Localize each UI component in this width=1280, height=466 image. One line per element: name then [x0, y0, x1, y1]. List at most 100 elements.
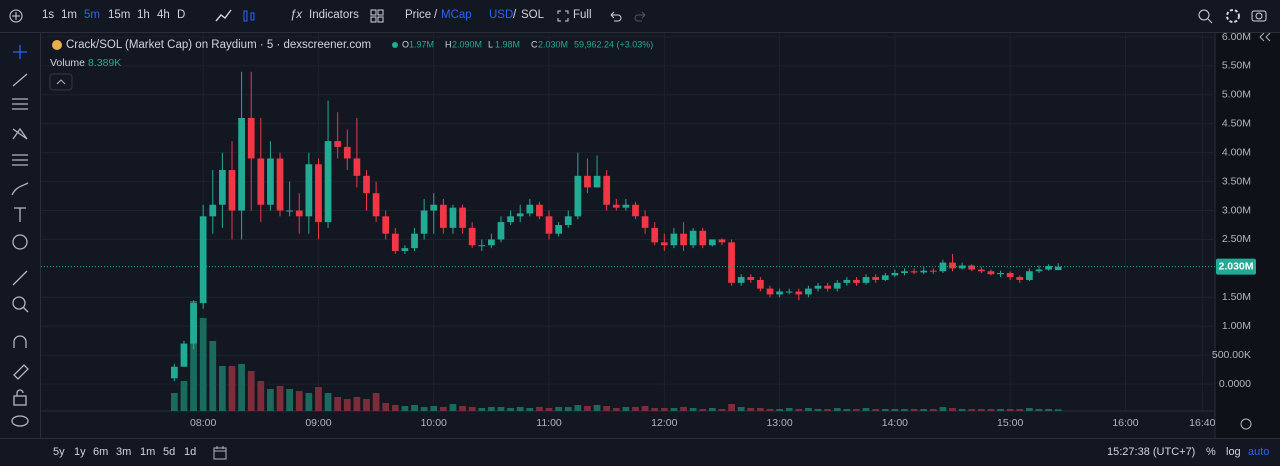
volume-bar [958, 409, 966, 411]
x-tick-label: 09:00 [305, 417, 331, 429]
candle-body [180, 343, 188, 367]
candle-body [929, 270, 937, 272]
volume-bar [584, 406, 591, 411]
settings-icon[interactable] [1240, 418, 1252, 430]
right-tools[interactable] [1196, 7, 1272, 25]
usd-toggle[interactable]: USD [489, 9, 514, 21]
sol-toggle[interactable]: SOL [521, 9, 545, 21]
token-icon [52, 40, 62, 50]
clock: 15:27:38 (UTC+7) [1107, 446, 1196, 458]
candle-body [881, 275, 889, 280]
ohlc-key: L [488, 39, 493, 49]
volume-bar [555, 407, 562, 411]
volume-bar [459, 406, 466, 411]
range-button[interactable]: 1d [184, 446, 197, 458]
interval[interactable]: 1m [61, 9, 77, 21]
ohlc-value: 2.090M [452, 39, 482, 49]
candle-body [497, 222, 505, 240]
candle-body [209, 204, 217, 217]
price-toggle[interactable]: Price [405, 9, 432, 21]
volume-bar [660, 408, 668, 411]
range-button[interactable]: 6m [93, 446, 109, 458]
candle-body [776, 291, 783, 295]
volume-bar [1006, 409, 1014, 411]
volume-bar [891, 409, 899, 411]
x-tick-label: 08:00 [190, 417, 216, 429]
candle-body [516, 213, 524, 217]
percent-toggle[interactable]: % [1206, 446, 1216, 458]
range-button[interactable]: 5y [53, 446, 65, 458]
separator: / [513, 9, 517, 21]
candle-body [603, 175, 611, 205]
log-toggle[interactable]: log [1226, 446, 1241, 458]
volume-bar [401, 406, 409, 411]
interval[interactable]: D [177, 9, 186, 21]
ohlc-change: 59,962.24 (+3.03%) [574, 39, 653, 49]
volume-bar [324, 393, 332, 411]
y-tick-label: 2.50M [1222, 233, 1251, 245]
candle-body [843, 279, 851, 283]
volume-bar [1045, 409, 1052, 411]
candle-body [334, 141, 342, 147]
collapse-right[interactable] [1259, 33, 1271, 42]
templates[interactable] [370, 9, 384, 23]
candle-body [459, 207, 466, 228]
mcap-toggle[interactable]: MCap [441, 9, 472, 21]
range-button[interactable]: 5d [163, 446, 176, 458]
volume-bar [497, 407, 505, 411]
candle-body [564, 216, 572, 225]
y-tick-label: 3.00M [1222, 204, 1251, 216]
x-tick-label: 11:00 [536, 417, 562, 429]
volume-bar [219, 366, 226, 411]
range-button[interactable]: 1y [74, 446, 86, 458]
interval[interactable]: 15m [108, 9, 131, 21]
volume-bar [334, 397, 342, 411]
volume-bar [1016, 409, 1024, 411]
volume-label: Volume [50, 57, 85, 69]
candle-body [795, 291, 803, 295]
auto-toggle[interactable]: auto [1248, 446, 1270, 458]
candle-body [507, 216, 514, 223]
fullscreen[interactable]: Full [573, 9, 592, 21]
interval[interactable]: 5m [84, 9, 100, 21]
interval[interactable]: 1h [137, 9, 150, 21]
range-button[interactable]: 3m [116, 446, 132, 458]
candle-body [401, 248, 409, 252]
candle-body [286, 210, 293, 212]
volume-bar [728, 404, 735, 411]
volume-bar [545, 408, 553, 411]
candle-body [1035, 269, 1043, 272]
volume-bar [795, 409, 803, 411]
candle-body [545, 216, 553, 234]
interval[interactable]: 4h [157, 9, 170, 21]
range-button[interactable]: 1m [140, 446, 156, 458]
interval[interactable]: 1s [42, 9, 55, 21]
add-symbol[interactable] [8, 8, 24, 24]
x-tick-label: 16:40 [1189, 417, 1215, 429]
candle-body [766, 288, 774, 295]
candle-body [420, 210, 428, 234]
chart-type[interactable] [214, 8, 274, 24]
candle-body [814, 285, 822, 289]
undo-redo[interactable] [608, 9, 648, 23]
volume-bar [228, 366, 236, 411]
candle-body [1026, 271, 1033, 280]
candle-body [536, 204, 543, 217]
volume-bar [1054, 409, 1062, 411]
volume-bar [238, 364, 245, 411]
candle-body [805, 288, 812, 295]
volume-bar [689, 408, 697, 411]
drawing-tools[interactable] [0, 33, 40, 438]
candle-body [728, 242, 735, 283]
ohlc-value: 1.97M [409, 39, 434, 49]
candle-body [267, 158, 274, 205]
indicators[interactable]: Indicators [309, 9, 359, 21]
volume-bar [632, 407, 639, 411]
volume-bar [814, 409, 822, 411]
volume-bar [670, 408, 678, 411]
ohlc-key: O [402, 39, 409, 49]
candle-body [910, 271, 918, 273]
date-range[interactable] [212, 445, 228, 461]
collapse-button[interactable] [49, 73, 73, 91]
candle-body [219, 170, 226, 205]
